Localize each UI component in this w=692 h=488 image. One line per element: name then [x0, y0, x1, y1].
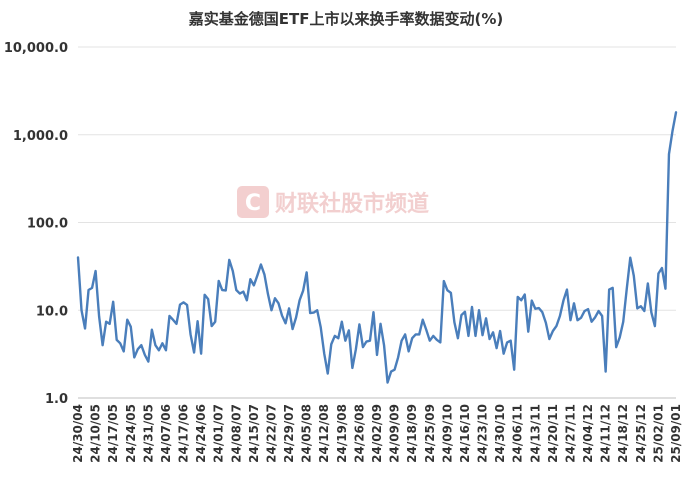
- x-tick-label: 24/22/07: [264, 404, 278, 463]
- y-tick-label: 1,000.0: [13, 129, 68, 144]
- x-tick-label: 24/01/07: [212, 404, 226, 463]
- x-tick-label: 24/05/08: [300, 404, 314, 463]
- chart-title: 嘉实基金德国ETF上市以来换手率数据变动(%): [188, 10, 503, 28]
- x-tick-label: 24/09/10: [440, 404, 454, 463]
- x-tick-label: 24/18/09: [405, 404, 419, 463]
- x-tick-label: 24/24/06: [194, 404, 208, 463]
- y-tick-label: 10.0: [36, 304, 68, 319]
- watermark: C 财联社股市频道: [237, 186, 429, 218]
- x-tick-label: 24/17/05: [106, 404, 120, 463]
- x-tick-label: 24/25/12: [634, 404, 648, 463]
- watermark-text: 财联社股市频道: [275, 191, 429, 217]
- x-tick-label: 24/27/11: [563, 404, 577, 463]
- y-axis-ticks: 1.0 10.0 100.0 1,000.0 10,000.0: [4, 41, 68, 407]
- y-tick-label: 100.0: [27, 217, 68, 232]
- x-tick-label: 24/30/04: [71, 404, 85, 463]
- y-tick-label: 10,000.0: [4, 41, 68, 56]
- x-tick-label: 24/11/12: [599, 404, 613, 463]
- x-tick-label: 24/18/12: [616, 404, 630, 463]
- x-tick-label: 24/17/06: [177, 404, 191, 463]
- x-axis-ticks: 24/30/04 24/10/05 24/17/05 24/24/05 24/31/05…: [71, 404, 683, 463]
- x-tick-label: 25/09/01: [669, 404, 683, 463]
- y-tick-label: 1.0: [45, 392, 68, 407]
- grid-lines: [78, 46, 676, 311]
- x-tick-label: 24/06/11: [511, 404, 525, 463]
- x-tick-label: 24/26/08: [352, 404, 366, 463]
- watermark-logo-icon: [237, 186, 269, 218]
- x-tick-label: 24/30/10: [493, 404, 507, 463]
- x-tick-label: 24/09/09: [388, 404, 402, 463]
- turnover-series-line: [76, 111, 678, 384]
- watermark-logo-glyph: C: [245, 191, 261, 216]
- x-tick-label: 24/04/12: [581, 404, 595, 463]
- x-tick-label: 24/02/09: [370, 404, 384, 463]
- x-tick-label: 24/25/09: [423, 404, 437, 463]
- x-tick-label: 24/29/07: [282, 404, 296, 463]
- x-tick-label: 24/20/11: [546, 404, 560, 463]
- x-tick-label: 24/23/10: [476, 404, 490, 463]
- x-tick-label: 24/16/10: [458, 404, 472, 463]
- x-tick-label: 24/13/11: [528, 404, 542, 463]
- x-tick-label: 24/15/07: [247, 404, 261, 463]
- x-tick-label: 24/10/05: [89, 404, 103, 463]
- x-tick-label: 24/08/07: [229, 404, 243, 463]
- x-tick-label: 24/12/08: [317, 404, 331, 463]
- x-tick-label: 24/19/08: [335, 404, 349, 463]
- x-tick-label: 24/07/06: [159, 404, 173, 463]
- x-tick-label: 24/31/05: [141, 404, 155, 463]
- x-tick-label: 24/24/05: [124, 404, 138, 463]
- x-tick-label: 25/02/01: [651, 404, 665, 463]
